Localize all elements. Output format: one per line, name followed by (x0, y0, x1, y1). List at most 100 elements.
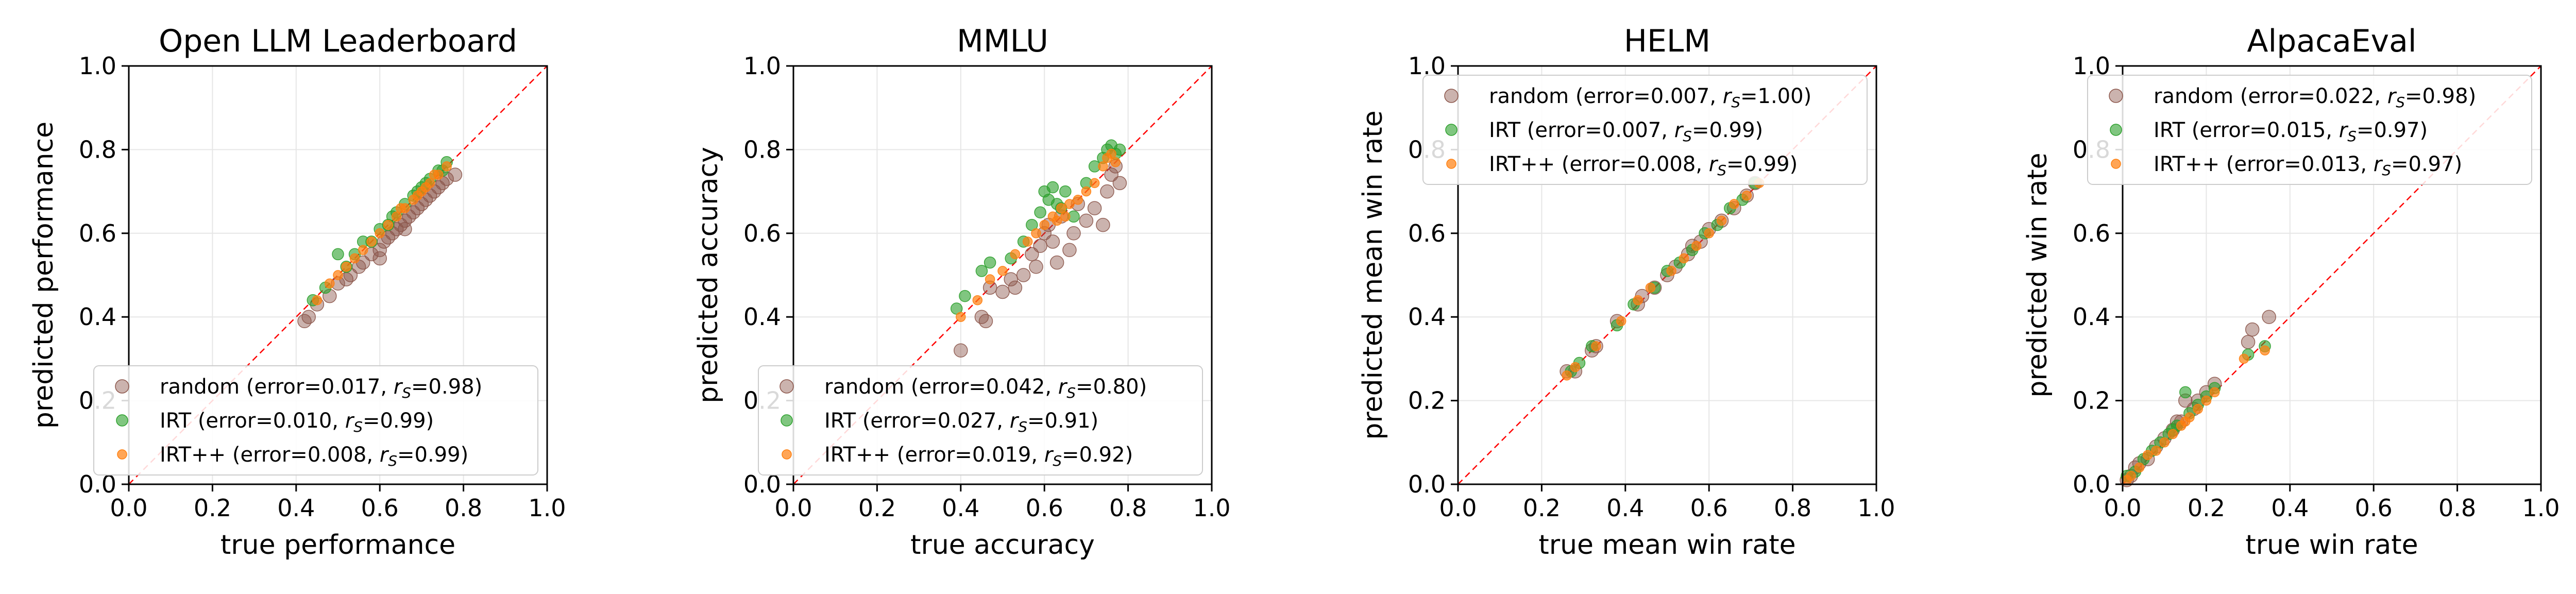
legend-marker (779, 379, 794, 394)
x-axis-label: true win rate (2245, 530, 2418, 561)
point-irtplusplus (1679, 253, 1689, 264)
x-tick-label: 0.4 (942, 494, 979, 522)
legend-marker (1444, 89, 1459, 103)
legend-box (1422, 75, 1868, 185)
point-irtplusplus (2126, 471, 2136, 481)
legend-marker (782, 449, 792, 460)
point-irtplusplus (1064, 199, 1075, 209)
point-irtplusplus (312, 295, 323, 306)
point-irtplusplus (1110, 157, 1121, 167)
x-tick-label: 1.0 (1857, 494, 1895, 522)
point-irtplusplus (1591, 341, 1601, 351)
axes-frame (2122, 65, 2542, 485)
point-random (1112, 176, 1127, 191)
x-tick-label: 0.8 (2438, 494, 2476, 522)
chart-title: Open LLM Leaderboard (159, 23, 517, 59)
point-random (297, 314, 312, 329)
point-random (1062, 243, 1077, 258)
point-irtplusplus (1081, 186, 1092, 197)
point-irtplusplus (2180, 416, 2191, 427)
y-axis-label: predicted performance (28, 122, 59, 429)
y-tick-label: 0.6 (79, 219, 116, 247)
point-random (1029, 260, 1043, 274)
point-irtplusplus (1089, 178, 1100, 189)
point-irtplusplus (366, 236, 377, 247)
point-irtplusplus (412, 190, 423, 201)
x-tick-label: 0.0 (1439, 494, 1477, 522)
point-irt (2179, 386, 2192, 399)
x-tick-label: 1.0 (528, 494, 566, 522)
point-random (1066, 226, 1081, 241)
legend-marker (781, 414, 793, 427)
point-irtplusplus (358, 245, 368, 256)
point-irtplusplus (1729, 199, 1739, 209)
y-tick-label: 1.0 (743, 52, 781, 80)
x-axis-label: true accuracy (910, 530, 1095, 561)
point-irtplusplus (442, 161, 452, 172)
point-random (1045, 234, 1060, 249)
x-tick-label: 0.0 (110, 494, 147, 522)
point-random (1087, 201, 1102, 215)
y-axis-label: predicted win rate (2022, 152, 2053, 397)
point-random (2241, 335, 2256, 349)
point-irtplusplus (375, 228, 385, 239)
point-irtplusplus (2260, 345, 2270, 355)
point-irtplusplus (972, 295, 983, 306)
point-irtplusplus (1060, 211, 1071, 222)
chart-title: HELM (1624, 23, 1710, 59)
point-irtplusplus (1098, 161, 1108, 172)
point-irtplusplus (1056, 203, 1066, 213)
point-irtplusplus (341, 262, 351, 272)
point-irtplusplus (1562, 370, 1572, 381)
y-tick-label: 0.4 (79, 303, 116, 331)
legend-entry: IRT++ (error=0.008, rS=0.99) (1489, 152, 1798, 179)
y-tick-label: 0.4 (743, 303, 781, 331)
chart-title: AlpacaEval (2247, 23, 2416, 59)
axes-frame (128, 65, 548, 485)
x-tick-label: 0.6 (1026, 494, 1063, 522)
legend-entry: random (error=0.007, rS=1.00) (1489, 84, 1811, 111)
legend-entry: IRT (error=0.007, rS=0.99) (1489, 118, 1763, 145)
y-tick-label: 0.6 (1408, 219, 1446, 247)
axes-frame (1457, 65, 1877, 485)
point-irtplusplus (1741, 190, 1752, 201)
y-axis-label: predicted accuracy (693, 147, 724, 403)
point-irtplusplus (391, 211, 402, 222)
legend-box (2087, 75, 2532, 185)
point-random (954, 343, 968, 358)
point-irtplusplus (2201, 395, 2212, 406)
point-random (2262, 310, 2276, 324)
point-irtplusplus (2193, 404, 2203, 414)
point-irtplusplus (1616, 316, 1626, 327)
point-random (2245, 322, 2260, 337)
point-irtplusplus (1704, 228, 1714, 239)
chart-panel-3: 0.00.20.40.60.81.00.00.20.40.60.81.0Alpa… (2022, 23, 2560, 561)
point-irtplusplus (985, 274, 995, 284)
x-tick-label: 0.0 (774, 494, 812, 522)
legend-entry: IRT++ (error=0.008, rS=0.99) (160, 443, 468, 469)
legend-entry: IRT++ (error=0.019, rS=0.92) (824, 443, 1133, 469)
point-irt (1042, 194, 1055, 206)
legend-marker (2109, 89, 2123, 103)
point-random (995, 284, 1010, 299)
y-tick-label: 0.4 (1408, 303, 1446, 331)
legend-entry: IRT (error=0.010, rS=0.99) (160, 409, 434, 435)
point-random (372, 251, 387, 266)
y-tick-label: 0.4 (2073, 303, 2110, 331)
point-irtplusplus (420, 182, 431, 193)
x-tick-label: 0.2 (858, 494, 896, 522)
point-random (1008, 280, 1023, 295)
point-irtplusplus (2151, 446, 2161, 456)
x-tick-label: 0.0 (2104, 494, 2141, 522)
point-irt (1059, 185, 1072, 198)
point-irtplusplus (1031, 228, 1041, 239)
y-tick-label: 0.2 (2073, 387, 2110, 415)
point-irtplusplus (2134, 462, 2145, 473)
point-random (372, 243, 387, 258)
legend-entry: IRT (error=0.015, rS=0.97) (2154, 118, 2428, 145)
x-tick-label: 1.0 (1193, 494, 1230, 522)
x-tick-label: 0.4 (2271, 494, 2309, 522)
x-tick-label: 0.8 (1774, 494, 1811, 522)
chart-panel-0: 0.00.20.40.60.81.00.00.20.40.60.81.0Open… (28, 23, 566, 561)
